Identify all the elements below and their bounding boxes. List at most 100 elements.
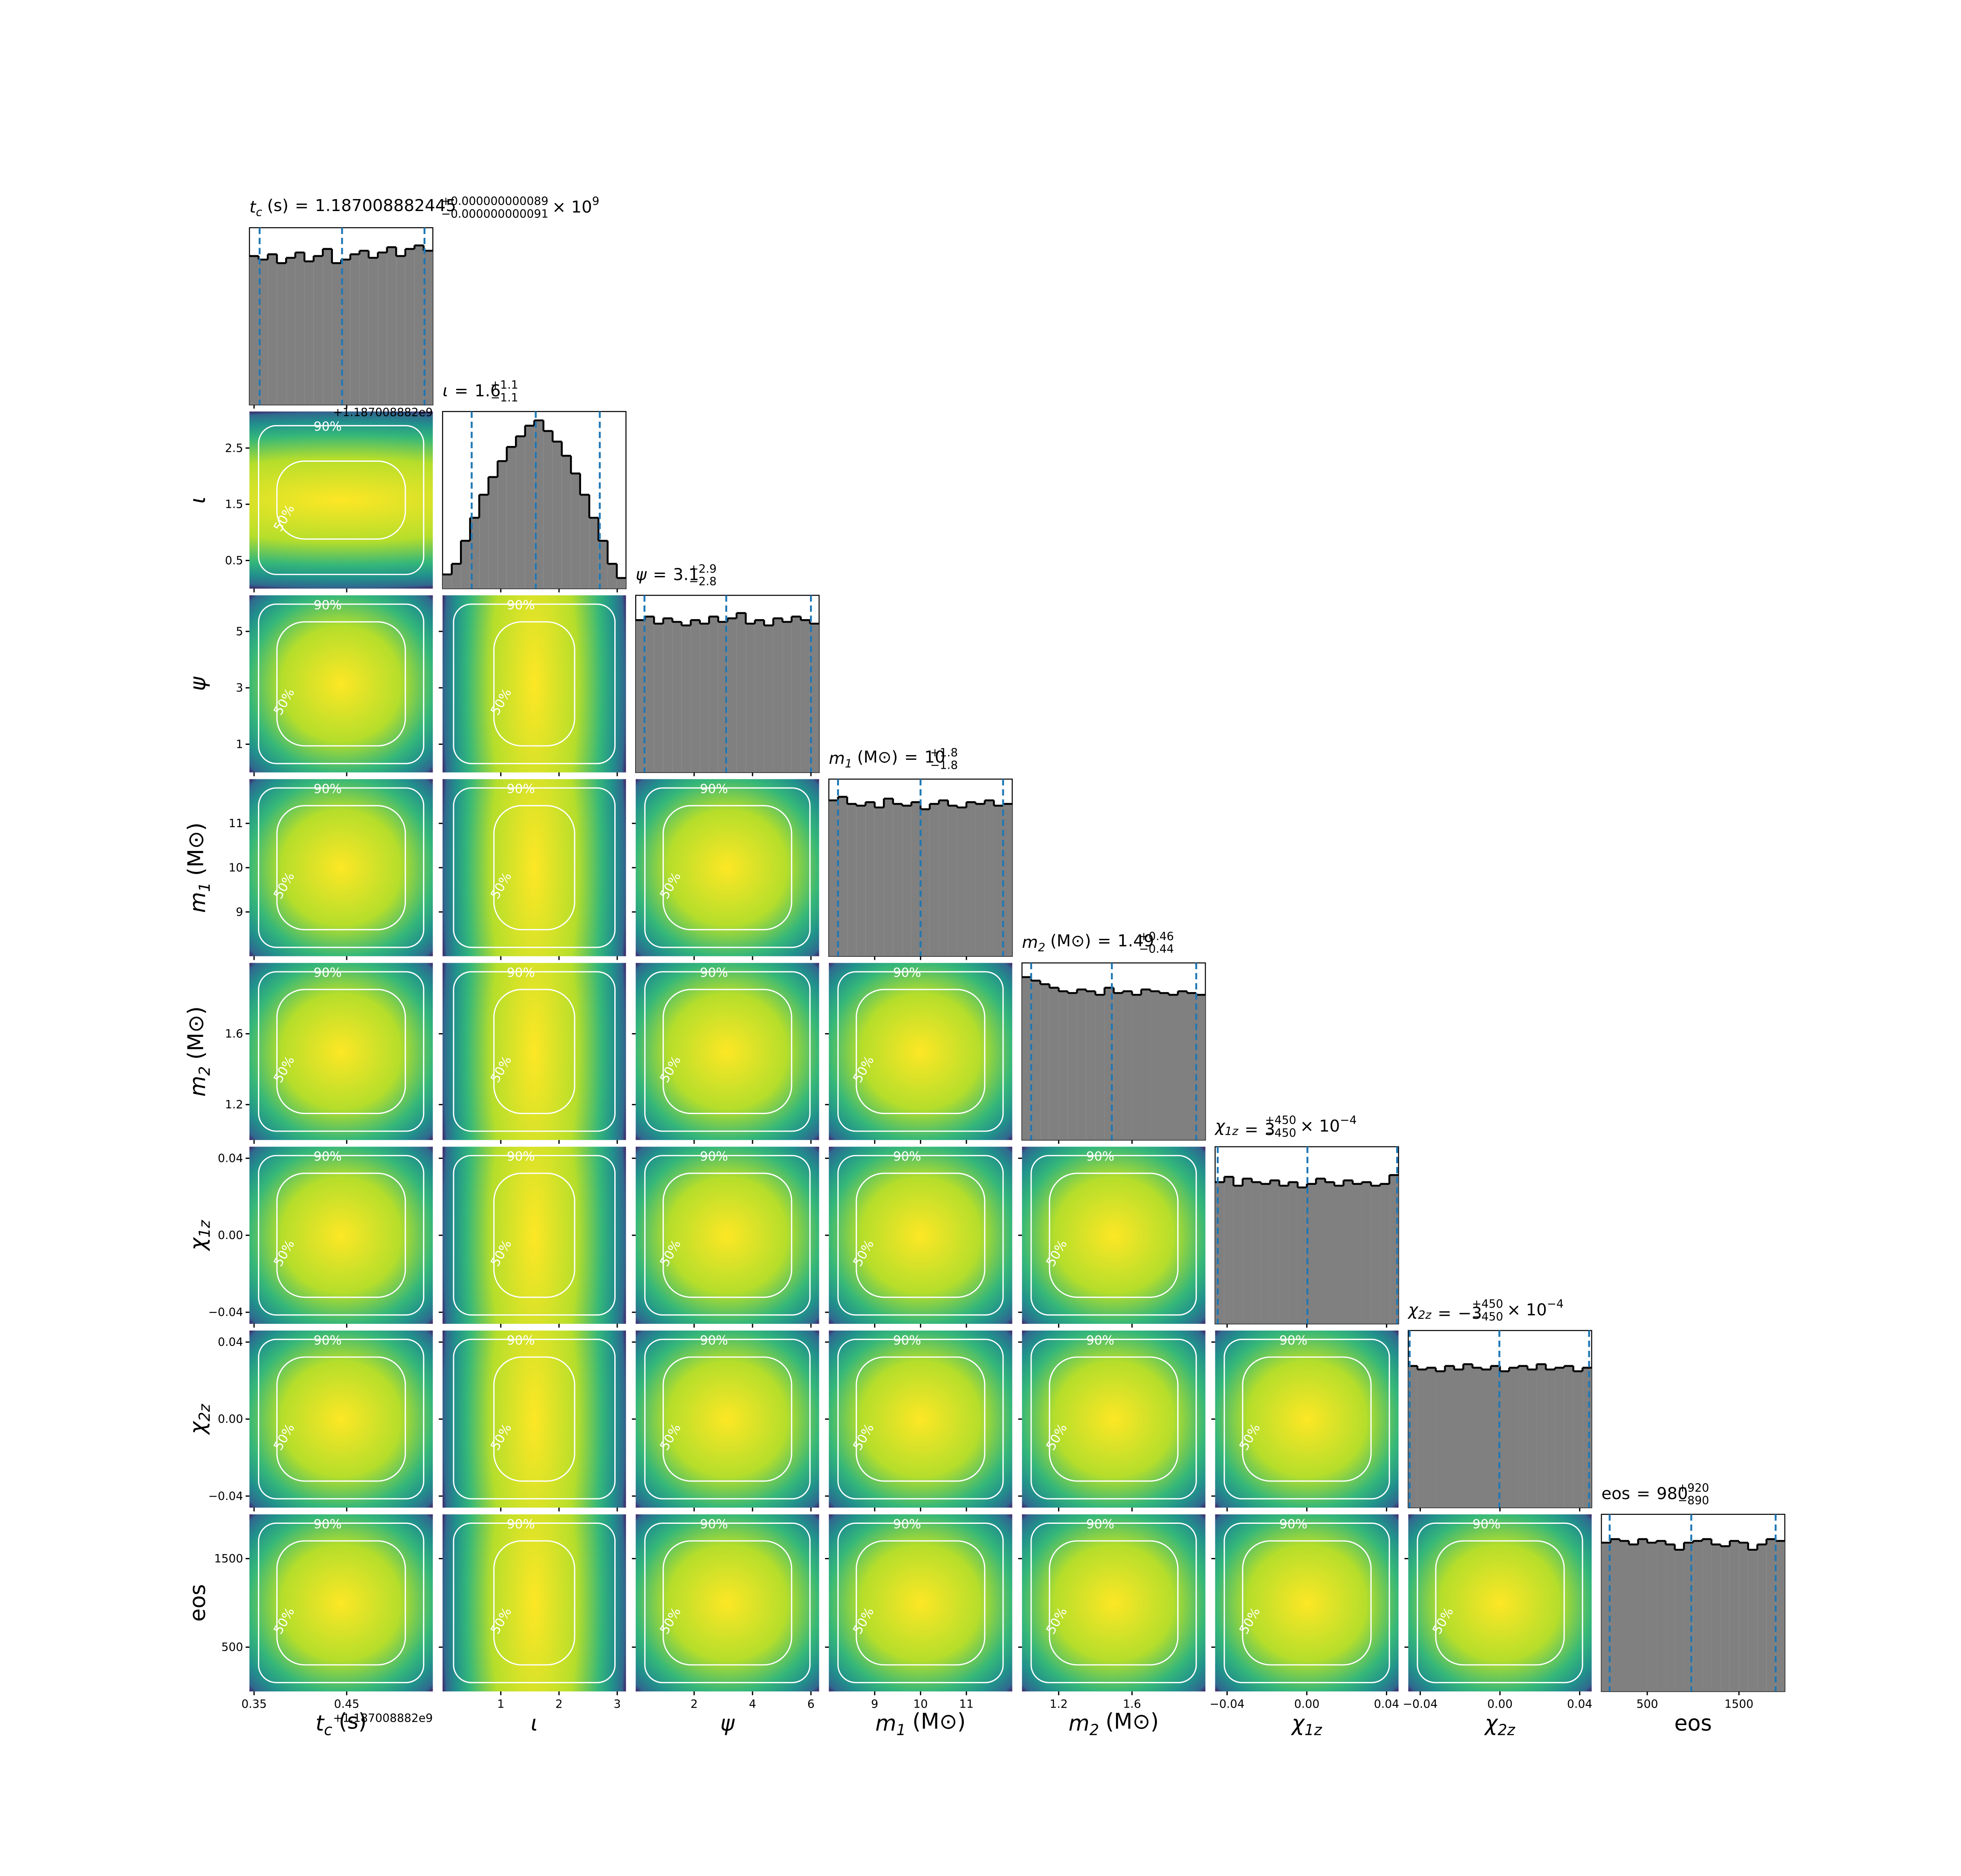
contour-50 xyxy=(856,1172,986,1298)
contour-90 xyxy=(258,1155,425,1316)
hist-bar xyxy=(1325,1182,1335,1324)
label-symbol: ψ xyxy=(720,1711,735,1736)
panel-title: χ2z = −3 xyxy=(1407,1300,1482,1323)
x-tick-label: 2 xyxy=(691,1698,698,1711)
hist-bar xyxy=(1536,1364,1546,1508)
hist-bar xyxy=(1472,1367,1482,1508)
hist-bar xyxy=(1491,1366,1500,1508)
hist-bar xyxy=(1316,1178,1325,1324)
hist-bar xyxy=(1270,1180,1279,1324)
label-unit: (M⊙) xyxy=(1050,931,1091,950)
contour-90 xyxy=(1030,1523,1197,1683)
contour-50 xyxy=(276,460,406,540)
contour-90 xyxy=(1223,1338,1390,1500)
hist-bar xyxy=(663,618,673,773)
contour-label: 90% xyxy=(700,1516,728,1531)
x-tick-label: 11 xyxy=(959,1698,974,1711)
hist-bar xyxy=(847,804,856,956)
title-value: 3 xyxy=(1265,1120,1276,1139)
hist-bar xyxy=(552,441,562,589)
hist-bar xyxy=(727,618,737,773)
density-panel xyxy=(443,779,626,956)
label-symbol: eos xyxy=(1601,1484,1630,1503)
density-panel xyxy=(636,1146,819,1324)
hist-bar xyxy=(1067,993,1077,1140)
y-axis-label: χ2z xyxy=(185,1403,214,1435)
contour-90 xyxy=(258,971,425,1132)
hist-bar xyxy=(443,574,452,589)
x-tick-label: 3 xyxy=(613,1698,621,1711)
panel-title: tc (s) = 1.187008882445 xyxy=(249,196,456,219)
contour-50 xyxy=(662,1172,792,1298)
hist-bar xyxy=(359,251,369,405)
label-symbol: m xyxy=(1069,1711,1090,1736)
title-exponent: 9 xyxy=(592,195,599,208)
hist-bar xyxy=(1086,991,1096,1140)
hist-bar xyxy=(911,802,921,956)
x-tick-label: 2 xyxy=(555,1698,563,1711)
hist-bar xyxy=(1040,984,1050,1140)
contour-50 xyxy=(1242,1540,1372,1666)
equals-sign: = xyxy=(295,196,309,215)
panel-title: eos = 980 xyxy=(1601,1484,1688,1503)
hist-bar xyxy=(1233,1185,1243,1324)
contour-90 xyxy=(453,971,616,1132)
equals-sign: = xyxy=(1637,1484,1650,1503)
hist-bar xyxy=(1132,995,1141,1140)
density-panel xyxy=(249,1514,433,1692)
hist-bar xyxy=(1334,1185,1344,1324)
contour-label: 90% xyxy=(893,965,921,980)
contour-label: 90% xyxy=(893,1516,921,1531)
x-tick-label: 0.04 xyxy=(1567,1698,1592,1711)
hist-bar xyxy=(1739,1543,1748,1692)
hist-bar xyxy=(1077,989,1086,1140)
density-panel xyxy=(443,1330,626,1508)
hist-bar xyxy=(1500,1371,1510,1508)
hist-bar xyxy=(423,251,433,405)
hist-bar xyxy=(1261,1184,1270,1324)
label-symbol: m xyxy=(1022,933,1038,952)
contour-50 xyxy=(276,621,406,747)
label-unit: (M⊙) xyxy=(912,1708,966,1734)
label-subscript: 2 xyxy=(1038,941,1045,954)
contour-50 xyxy=(493,621,576,747)
density-panel xyxy=(249,1146,433,1324)
hist-bar xyxy=(1582,1367,1592,1508)
contour-label: 90% xyxy=(700,781,728,796)
label-symbol: ι xyxy=(185,496,210,504)
label-unit: (M⊙) xyxy=(183,1006,208,1060)
hist-bar xyxy=(1297,1187,1307,1324)
label-symbol: m xyxy=(185,1076,210,1097)
y-axis-label: m2 (M⊙) xyxy=(183,1006,214,1097)
equals-sign: = xyxy=(653,565,666,585)
x-tick-label: 1500 xyxy=(1724,1698,1753,1711)
title-minus: −1.8 xyxy=(930,759,958,772)
y-tick-label: 1 xyxy=(236,738,243,751)
hist-bar xyxy=(801,620,810,773)
x-tick-label: 1.6 xyxy=(1123,1698,1141,1711)
hist-bar xyxy=(681,625,691,773)
hist-bar xyxy=(1454,1369,1464,1508)
label-subscript: 1 xyxy=(897,1721,906,1739)
panel-title: m2 (M⊙) = 1.49 xyxy=(1022,931,1154,954)
hist-bar xyxy=(1527,1369,1537,1508)
title-value: 1.49 xyxy=(1117,931,1154,950)
contour-label: 90% xyxy=(507,1516,535,1531)
hist-bar xyxy=(1748,1549,1758,1692)
x-tick-label: 0.04 xyxy=(1374,1698,1399,1711)
hist-bar xyxy=(1279,1185,1289,1324)
hist-bar xyxy=(414,245,424,405)
hist-bar xyxy=(929,804,939,956)
x-tick-label: 6 xyxy=(807,1698,815,1711)
hist-bar xyxy=(1343,1180,1353,1324)
hist-bar xyxy=(966,802,976,956)
hist-bar xyxy=(277,263,286,405)
contour-50 xyxy=(1242,1356,1372,1482)
contour-label: 90% xyxy=(507,1149,535,1164)
hist-bar xyxy=(791,617,801,773)
hist-bar xyxy=(920,809,930,956)
hist-bar xyxy=(1463,1364,1472,1508)
hist-bar xyxy=(884,799,893,956)
y-tick-label: 1500 xyxy=(214,1552,243,1565)
hist-bar xyxy=(1177,991,1187,1140)
